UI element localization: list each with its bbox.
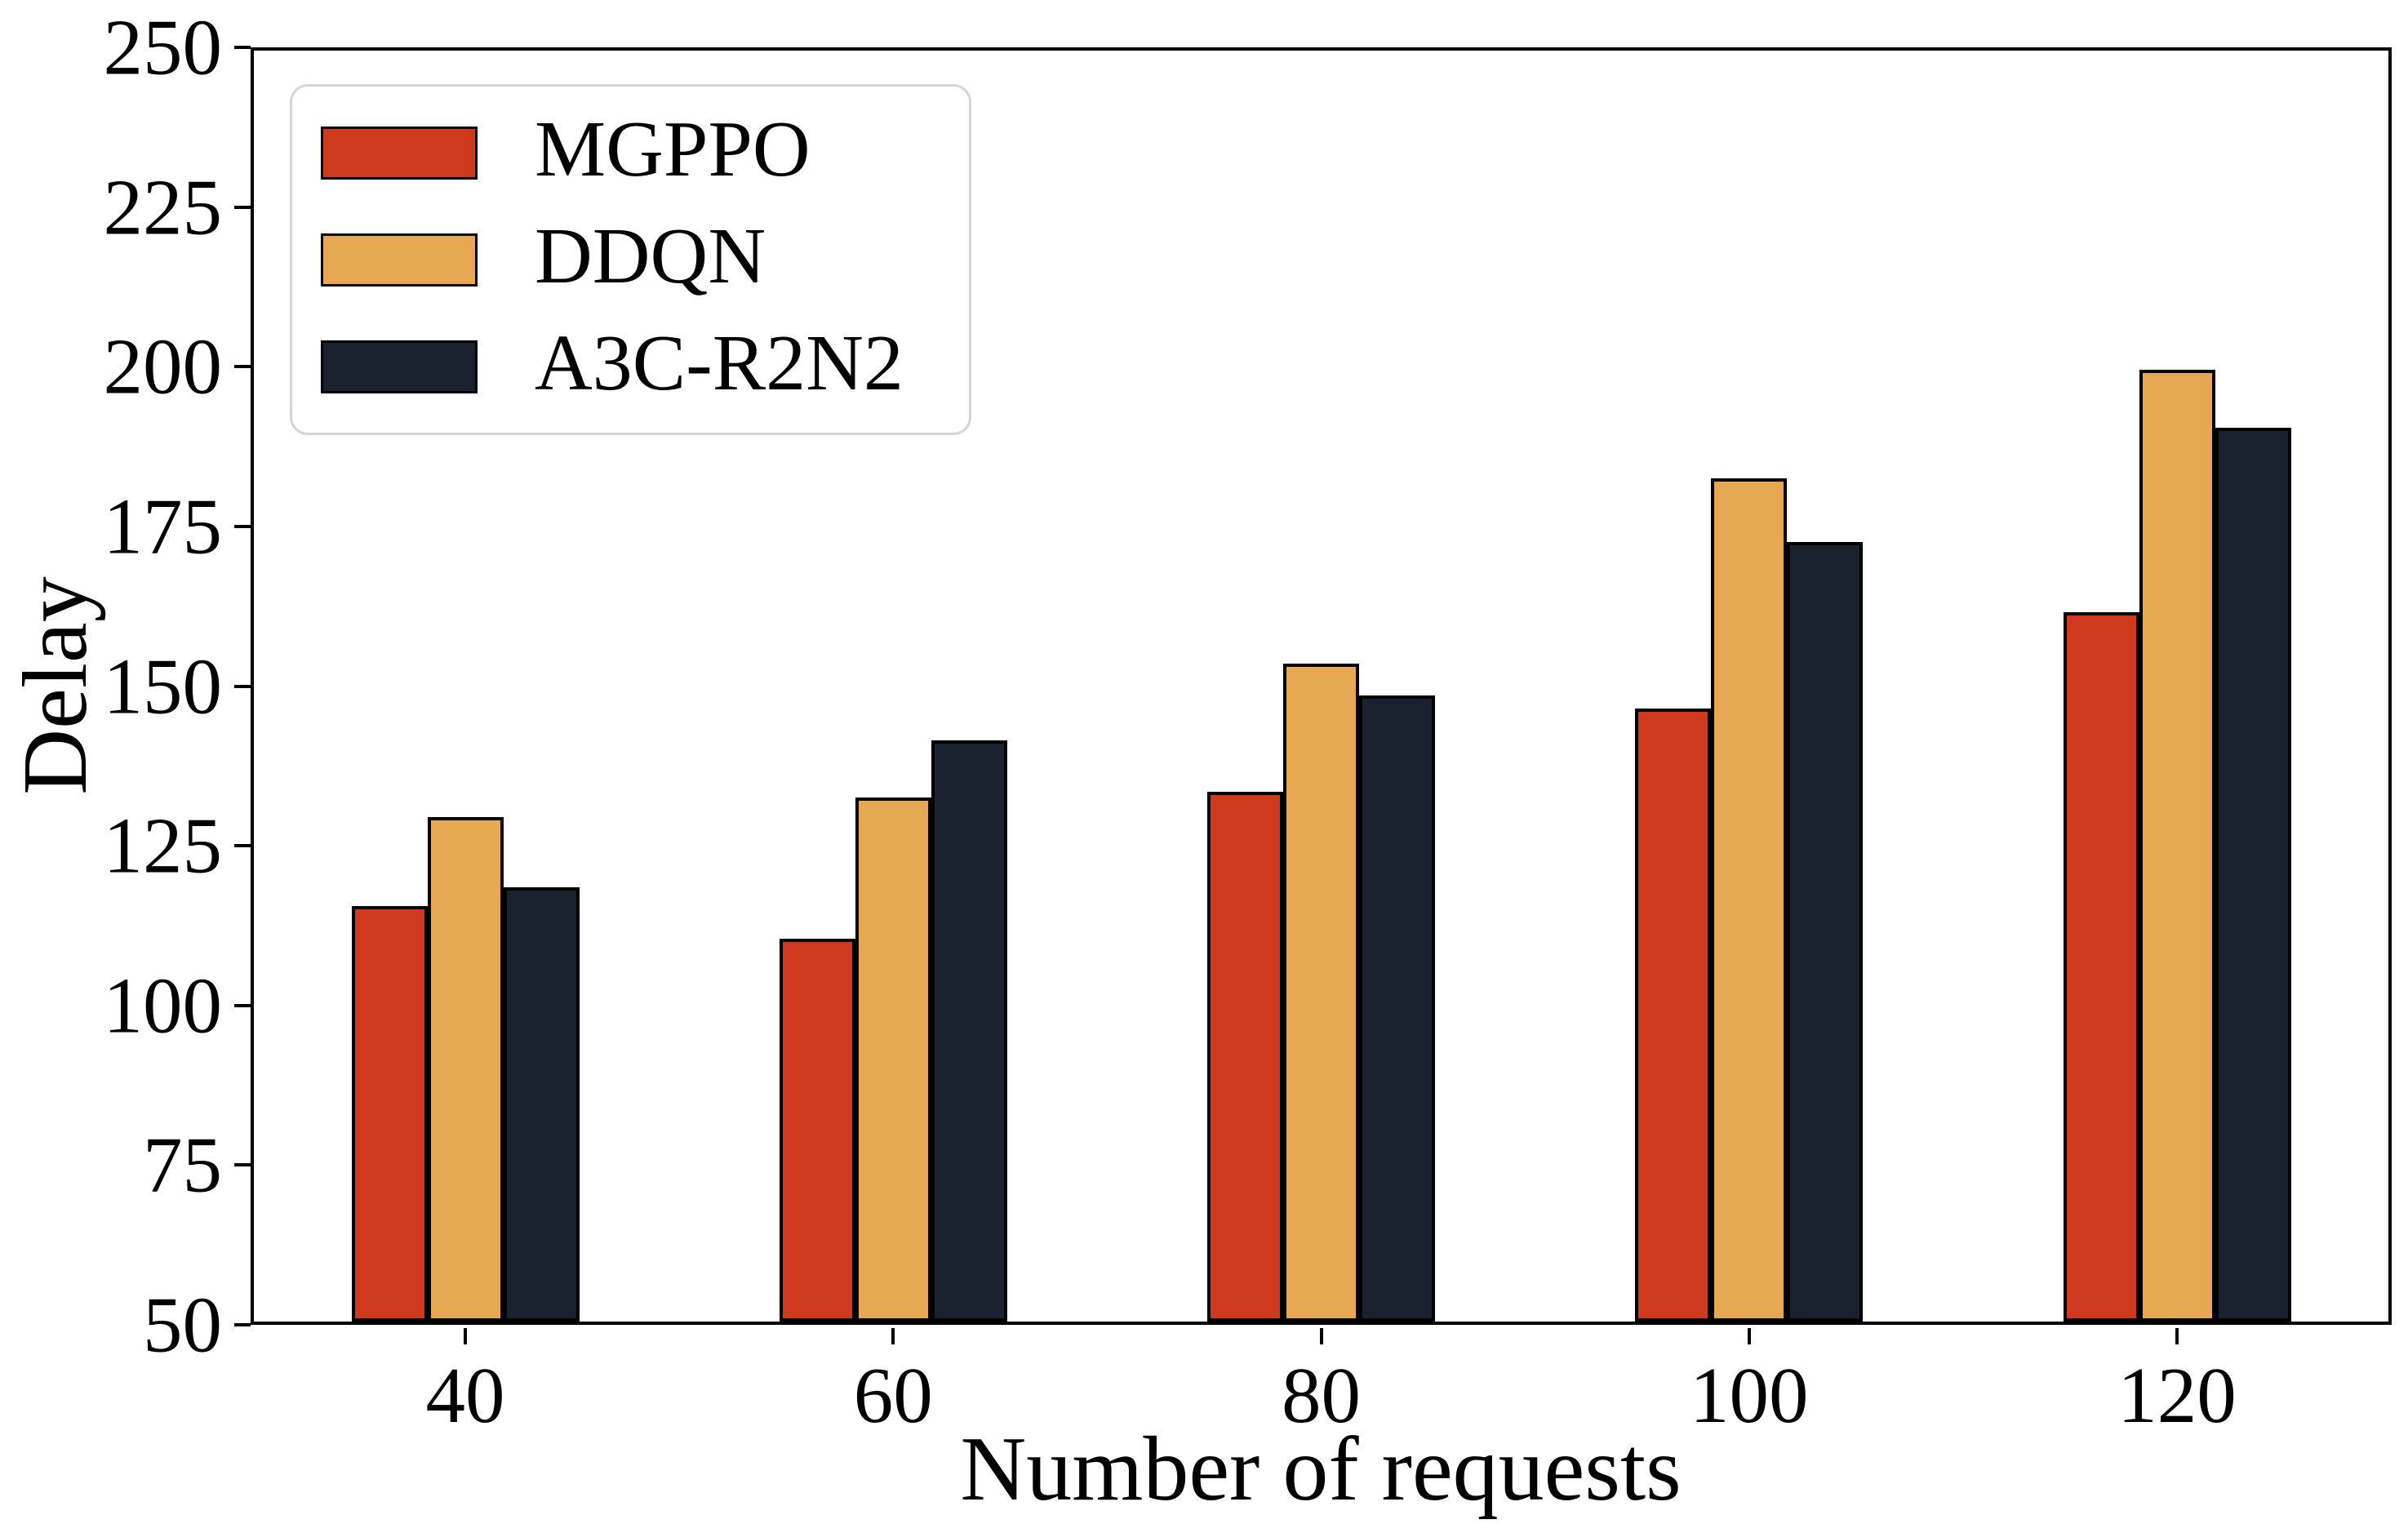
bar-a3c-r2n2-60 — [931, 740, 1007, 1322]
bar-ddqn-120 — [2139, 370, 2215, 1322]
x-tick-label: 60 — [853, 1352, 933, 1439]
x-tick-label: 100 — [1690, 1352, 1809, 1439]
x-tick-label: 120 — [2117, 1352, 2237, 1439]
y-tick-mark — [234, 365, 251, 369]
x-axis-label: Number of requests — [960, 1419, 1682, 1520]
y-tick-label: 200 — [103, 322, 223, 411]
legend-label: DDQN — [535, 212, 766, 300]
x-tick-label: 40 — [425, 1352, 505, 1439]
legend-row: DDQN — [321, 216, 969, 296]
y-tick-mark — [234, 524, 251, 528]
y-tick-label: 100 — [103, 962, 223, 1050]
y-tick-mark — [234, 46, 251, 49]
bar-a3c-r2n2-120 — [2215, 427, 2291, 1322]
x-tick-mark — [464, 1328, 467, 1344]
bar-mgppo-60 — [779, 938, 855, 1322]
y-tick-mark — [234, 844, 251, 848]
bar-ddqn-80 — [1283, 664, 1359, 1322]
y-tick-label: 175 — [103, 482, 223, 571]
x-tick-mark — [2175, 1328, 2179, 1344]
plot-area — [234, 46, 2392, 1344]
y-tick-mark — [234, 1323, 251, 1326]
x-tick-mark — [1319, 1328, 1323, 1344]
y-tick-mark — [234, 205, 251, 209]
y-tick-label: 225 — [103, 163, 223, 251]
y-tick-label: 75 — [143, 1121, 222, 1209]
y-tick-mark — [234, 684, 251, 688]
legend-label: MGPPO — [535, 105, 811, 193]
x-tick-mark — [891, 1328, 895, 1344]
legend-swatch-a3c-r2n2 — [321, 340, 478, 393]
legend-swatch-ddqn — [321, 233, 478, 287]
bar-a3c-r2n2-80 — [1359, 695, 1435, 1322]
bar-a3c-r2n2-100 — [1787, 542, 1864, 1322]
legend-swatch-mgppo — [321, 126, 478, 180]
legend-row: MGPPO — [321, 109, 969, 189]
legend: MGPPO DDQN A3C-R2N2 — [290, 84, 971, 435]
y-tick-label: 150 — [103, 642, 223, 730]
x-tick-mark — [1747, 1328, 1751, 1344]
y-tick-mark — [234, 1163, 251, 1167]
x-tick-label: 80 — [1282, 1352, 1361, 1439]
bar-ddqn-60 — [855, 798, 931, 1322]
bar-mgppo-80 — [1207, 791, 1283, 1322]
y-tick-label: 50 — [143, 1281, 222, 1369]
bar-mgppo-40 — [351, 906, 428, 1322]
legend-row: A3C-R2N2 — [321, 323, 969, 403]
bar-ddqn-100 — [1711, 478, 1788, 1322]
y-tick-label: 250 — [103, 3, 223, 91]
y-tick-label: 125 — [103, 802, 223, 890]
y-tick-mark — [234, 1003, 251, 1007]
bar-mgppo-100 — [1635, 708, 1712, 1322]
bar-ddqn-40 — [427, 816, 504, 1322]
legend-label: A3C-R2N2 — [535, 319, 904, 407]
bar-a3c-r2n2-40 — [503, 886, 580, 1322]
bar-mgppo-120 — [2063, 612, 2139, 1322]
